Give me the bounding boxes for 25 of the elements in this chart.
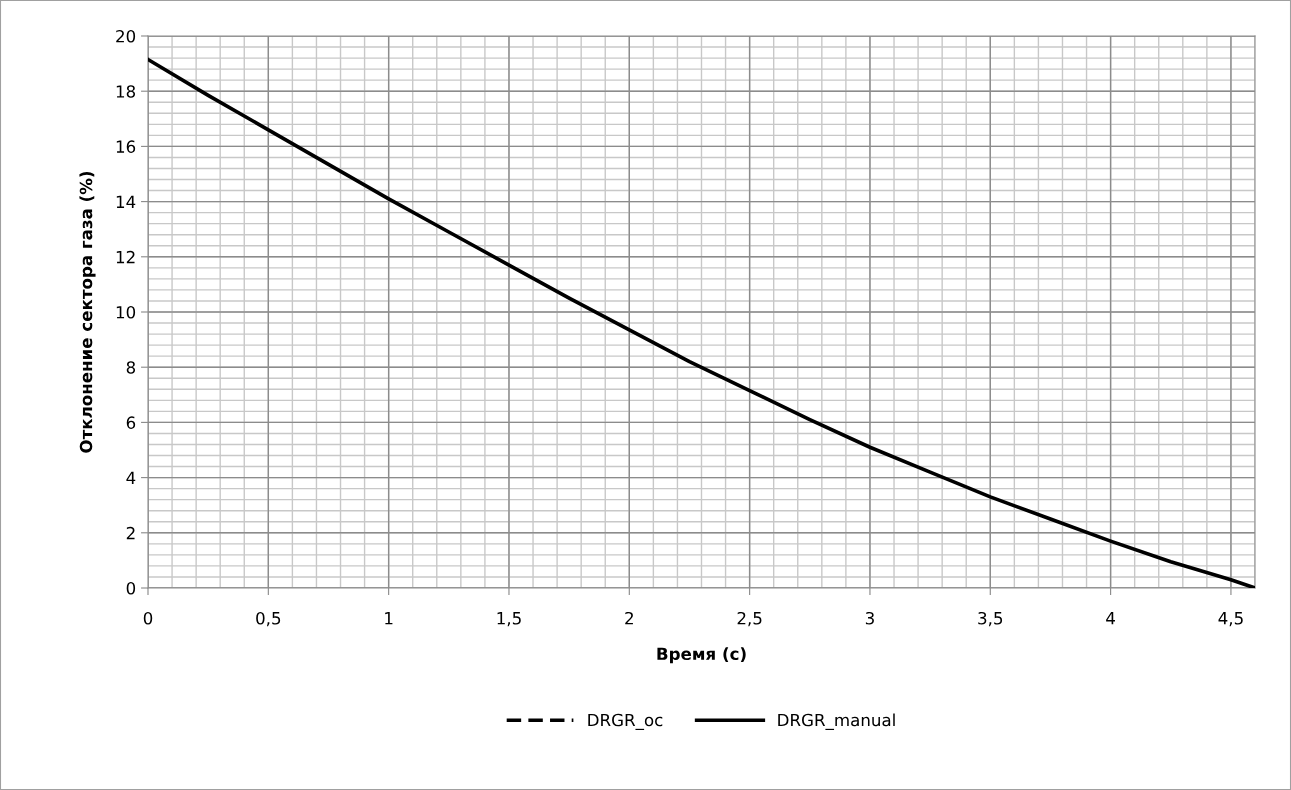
x-tick-label: 0,5 bbox=[256, 611, 281, 627]
y-tick-label: 16 bbox=[116, 140, 136, 153]
x-tick-label: 1 bbox=[385, 612, 393, 625]
y-tick-label: 2 bbox=[126, 526, 135, 540]
y-tick-label: 8 bbox=[126, 361, 136, 374]
legend-label: DRGR_oc bbox=[588, 713, 663, 730]
x-tick-label: 0 bbox=[143, 611, 153, 625]
y-tick-label: 14 bbox=[116, 195, 136, 208]
x-tick-label: 4 bbox=[1106, 612, 1115, 625]
x-tick-label: 1,5 bbox=[497, 612, 521, 627]
x-tick-label: 2 bbox=[625, 611, 633, 625]
x-tick-label: 3,5 bbox=[978, 611, 1003, 627]
x-axis-title: Время (с) bbox=[657, 647, 746, 664]
y-axis-title: Отклонение сектора газа (%) bbox=[79, 171, 96, 453]
y-tick-label: 20 bbox=[116, 29, 136, 43]
x-tick-label: 2,5 bbox=[737, 611, 762, 627]
y-tick-label: 0 bbox=[126, 581, 136, 595]
y-tick-label: 10 bbox=[116, 305, 136, 319]
x-tick-label: 3 bbox=[865, 611, 874, 625]
x-tick-label: 4,5 bbox=[1218, 612, 1243, 627]
y-tick-label: 12 bbox=[116, 250, 135, 264]
y-tick-label: 18 bbox=[116, 85, 136, 98]
y-tick-label: 4 bbox=[126, 471, 136, 484]
legend-label: DRGR_manual bbox=[778, 713, 895, 730]
y-tick-label: 6 bbox=[126, 416, 136, 429]
